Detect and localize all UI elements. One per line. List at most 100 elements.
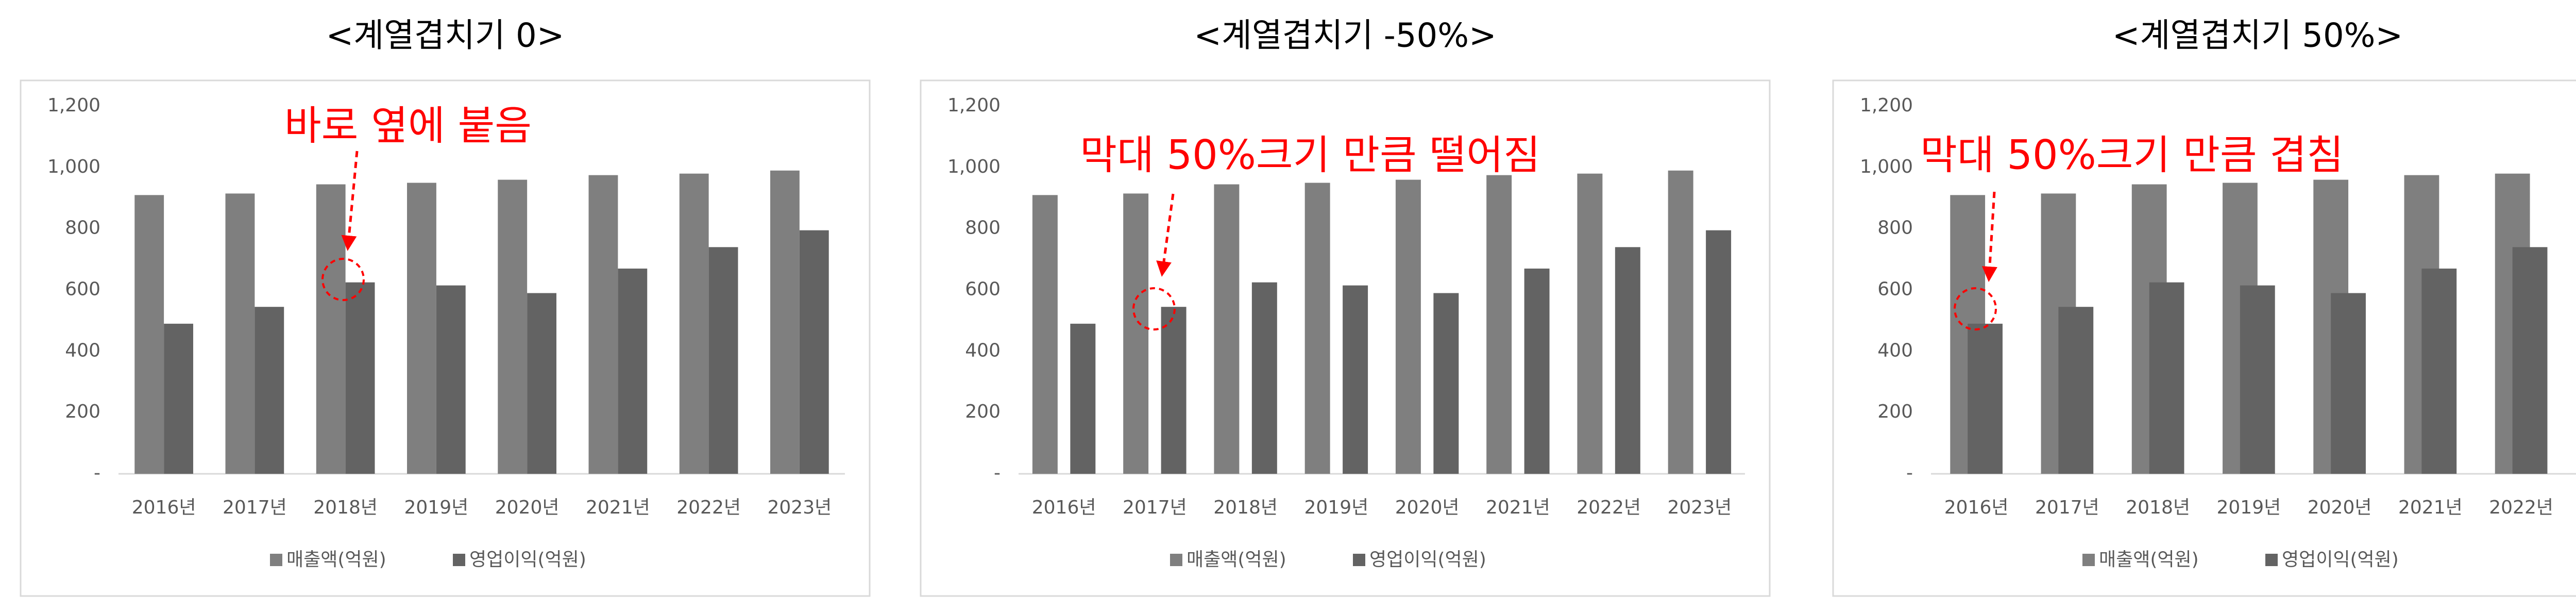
bar (1343, 285, 1368, 474)
chart: - 200 400 600 800 1,000 1,200 2016년 2017년 2018년 20… (1832, 79, 2576, 597)
bar (1395, 179, 1421, 474)
bar (1968, 323, 2003, 474)
x-tick-label: 2017년 (2035, 497, 2099, 518)
bar (1251, 282, 1277, 474)
bar (527, 293, 556, 474)
x-tick-label: 2019년 (2217, 497, 2281, 518)
y-tick-label: 800 (65, 218, 100, 239)
bar (2331, 293, 2366, 474)
y-tick-label: 1,000 (47, 156, 100, 177)
legend-label: 영업이익(억원) (2282, 549, 2399, 570)
x-tick-label: 2018년 (313, 497, 378, 518)
annotation-circle (1954, 287, 1997, 330)
bar (1304, 183, 1330, 474)
legend-label: 매출액(억원) (2099, 549, 2199, 570)
bar (708, 247, 738, 474)
legend-swatch (2265, 554, 2278, 566)
bar (2240, 285, 2275, 474)
bar (407, 183, 436, 474)
x-tick-label: 2022년 (1577, 497, 1641, 518)
bar (345, 282, 375, 474)
bar (618, 268, 648, 474)
annotation-arrow (1156, 193, 1175, 277)
bar (498, 179, 528, 474)
bar (1123, 193, 1149, 474)
x-tick-label: 2023년 (768, 497, 832, 518)
bar (164, 323, 193, 474)
bar (2058, 307, 2094, 474)
bar (2149, 282, 2184, 474)
y-tick-label: 1,000 (947, 156, 1001, 177)
bar (316, 184, 346, 474)
y-tick-label: 1,200 (947, 95, 1001, 116)
chart-title: <계열겹치기 -50%> (1194, 17, 1496, 55)
x-tick-label: 2022년 (2489, 497, 2553, 518)
y-tick-label: - (1906, 462, 1913, 484)
bar (2421, 268, 2457, 474)
y-tick-label: 600 (965, 279, 1001, 300)
x-tick-label: 2020년 (495, 497, 560, 518)
y-tick-label: 200 (965, 401, 1001, 422)
annotation-arrow (341, 151, 359, 251)
legend-swatch (1170, 554, 1182, 566)
x-tick-label: 2023년 (1668, 497, 1732, 518)
bar (679, 173, 709, 474)
bar (1706, 230, 1732, 474)
bar (2512, 247, 2548, 474)
annotation: 막대 50%크기 만큼 떨어짐 (1080, 132, 1540, 178)
bar (1668, 170, 1693, 474)
bar (1524, 268, 1550, 474)
legend-label: 영업이익(억원) (469, 549, 586, 570)
bar (134, 195, 164, 474)
chart-title: <계열겹치기 0> (326, 17, 565, 55)
x-tick-label: 2022년 (676, 497, 741, 518)
bar (588, 175, 618, 474)
chart: - 200 400 600 800 1,000 1,200 2016년 2017년 2018년 20… (920, 79, 1771, 597)
y-tick-label: 200 (1877, 401, 1913, 422)
bar (1032, 195, 1058, 474)
x-tick-label: 2020년 (2308, 497, 2372, 518)
bar (436, 285, 466, 474)
y-tick-label: 200 (65, 401, 100, 422)
y-tick-label: 600 (1877, 279, 1913, 300)
y-tick-label: 400 (65, 340, 100, 361)
x-tick-label: 2016년 (1944, 497, 2009, 518)
legend-swatch (1353, 554, 1365, 566)
y-tick-label: - (94, 462, 100, 484)
x-tick-label: 2016년 (132, 497, 196, 518)
y-tick-label: 1,000 (1860, 156, 1913, 177)
bar (1577, 173, 1603, 474)
annotation-circle (1132, 287, 1176, 330)
bar (770, 170, 800, 474)
x-tick-label: 2019년 (1304, 497, 1369, 518)
x-tick-label: 2018년 (2126, 497, 2190, 518)
bar (1214, 184, 1240, 474)
x-tick-label: 2018년 (1213, 497, 1278, 518)
bar (1070, 323, 1096, 474)
x-tick-label: 2017년 (1123, 497, 1187, 518)
chart: - 200 400 600 800 1,000 1,200 2016년 2017년 2018년 20… (20, 79, 871, 597)
annotation: 막대 50%크기 만큼 겹침 (1920, 132, 2344, 178)
y-tick-label: 800 (965, 218, 1001, 239)
legend-label: 영업이익(억원) (1369, 549, 1486, 570)
bar (1433, 293, 1459, 474)
legend-swatch (2082, 554, 2095, 566)
y-tick-label: 400 (1877, 340, 1913, 361)
y-tick-label: 800 (1877, 218, 1913, 239)
x-tick-label: 2021년 (586, 497, 650, 518)
chart-title: <계열겹치기 50%> (2112, 17, 2403, 55)
y-tick-label: 600 (65, 279, 100, 300)
x-tick-label: 2020년 (1395, 497, 1460, 518)
x-tick-label: 2017년 (223, 497, 287, 518)
x-tick-label: 2019년 (404, 497, 469, 518)
bar (1615, 247, 1640, 474)
legend-swatch (453, 554, 465, 566)
annotation-arrow (1981, 191, 1997, 282)
x-tick-label: 2021년 (1486, 497, 1550, 518)
bar (225, 193, 255, 474)
legend-label: 매출액(억원) (1187, 549, 1286, 570)
bar (1161, 307, 1187, 474)
y-tick-label: 400 (965, 340, 1001, 361)
